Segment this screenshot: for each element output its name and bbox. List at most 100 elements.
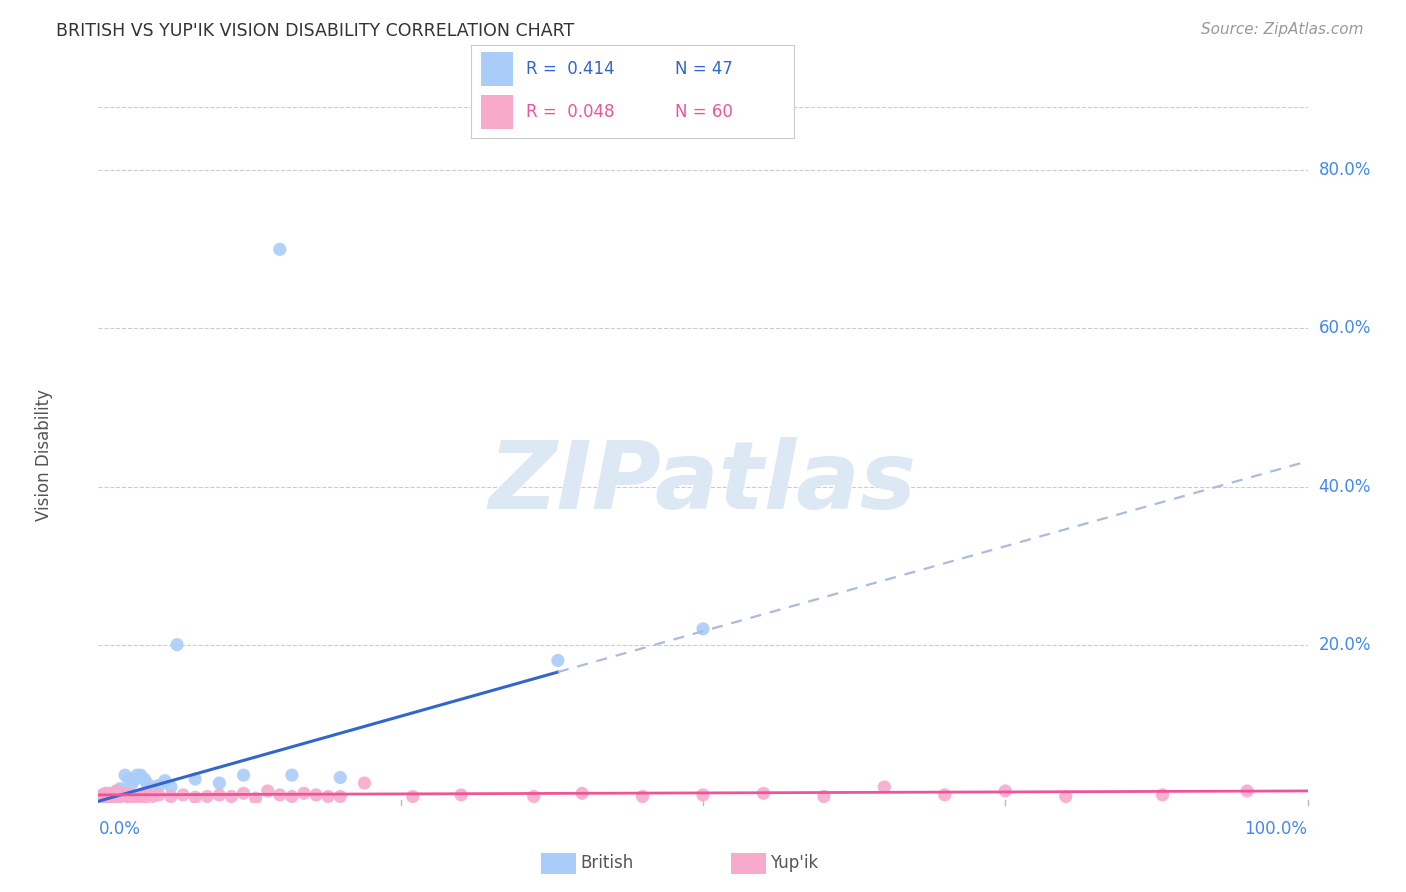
- Point: [104, 788, 127, 802]
- Point: [127, 768, 149, 782]
- Text: R =  0.414: R = 0.414: [526, 60, 614, 78]
- Point: [160, 789, 183, 804]
- Point: [105, 784, 128, 798]
- Point: [100, 788, 122, 802]
- Point: [631, 789, 654, 804]
- Point: [108, 789, 131, 804]
- Point: [97, 791, 120, 805]
- Point: [129, 768, 152, 782]
- Point: [118, 791, 141, 805]
- Point: [97, 788, 120, 802]
- Text: N = 60: N = 60: [675, 103, 733, 121]
- Point: [692, 788, 714, 802]
- Point: [994, 784, 1017, 798]
- Point: [100, 790, 122, 805]
- Point: [100, 788, 122, 802]
- Point: [281, 768, 304, 782]
- Point: [571, 786, 593, 800]
- Point: [91, 788, 114, 802]
- Point: [256, 784, 278, 798]
- Point: [91, 789, 114, 804]
- Point: [195, 789, 218, 804]
- Point: [91, 791, 114, 805]
- Point: [934, 788, 956, 802]
- Point: [101, 789, 124, 804]
- Point: [166, 638, 188, 652]
- Point: [127, 790, 149, 805]
- Point: [96, 789, 118, 804]
- Point: [117, 789, 139, 804]
- Point: [105, 788, 128, 802]
- FancyBboxPatch shape: [481, 52, 513, 86]
- Point: [104, 786, 127, 800]
- Point: [1054, 789, 1077, 804]
- Text: N = 47: N = 47: [675, 60, 733, 78]
- Point: [184, 772, 207, 786]
- Point: [98, 790, 121, 805]
- Point: [107, 790, 129, 805]
- Text: R =  0.048: R = 0.048: [526, 103, 614, 121]
- Point: [142, 789, 165, 804]
- Point: [91, 792, 114, 806]
- Point: [91, 792, 114, 806]
- Point: [111, 784, 134, 798]
- Point: [100, 789, 122, 804]
- Point: [103, 789, 125, 804]
- Point: [184, 790, 207, 805]
- Text: 20.0%: 20.0%: [1319, 636, 1371, 654]
- Point: [232, 768, 254, 782]
- Point: [752, 786, 775, 800]
- Point: [305, 788, 328, 802]
- Point: [547, 653, 569, 667]
- Point: [93, 788, 115, 802]
- Text: 100.0%: 100.0%: [1244, 821, 1308, 838]
- Point: [402, 789, 425, 804]
- Point: [148, 778, 170, 792]
- Point: [121, 788, 143, 802]
- Point: [281, 789, 304, 804]
- Text: Vision Disability: Vision Disability: [35, 389, 53, 521]
- Point: [111, 788, 134, 802]
- Point: [692, 622, 714, 636]
- Point: [450, 788, 472, 802]
- Point: [873, 780, 896, 794]
- Point: [96, 789, 118, 804]
- Text: Yup'ik: Yup'ik: [770, 855, 818, 872]
- Point: [96, 792, 118, 806]
- Text: British: British: [581, 855, 634, 872]
- Point: [134, 791, 156, 805]
- Point: [97, 788, 120, 802]
- Text: 0.0%: 0.0%: [98, 821, 141, 838]
- Point: [269, 788, 291, 802]
- Point: [208, 788, 231, 802]
- Point: [93, 791, 115, 805]
- Point: [292, 786, 315, 800]
- Point: [232, 786, 254, 800]
- Point: [107, 786, 129, 800]
- Point: [1152, 788, 1174, 802]
- Point: [91, 792, 114, 806]
- Point: [523, 789, 546, 804]
- Point: [90, 789, 112, 804]
- Point: [124, 789, 146, 804]
- Point: [269, 243, 291, 257]
- Point: [89, 791, 111, 805]
- Text: Source: ZipAtlas.com: Source: ZipAtlas.com: [1201, 22, 1364, 37]
- Point: [118, 772, 141, 786]
- Point: [135, 776, 157, 790]
- Point: [91, 790, 114, 805]
- Text: 40.0%: 40.0%: [1319, 477, 1371, 496]
- Point: [98, 790, 121, 805]
- Point: [153, 773, 176, 788]
- Point: [89, 791, 111, 805]
- Point: [134, 772, 156, 786]
- Point: [94, 791, 117, 805]
- Point: [114, 768, 136, 782]
- Point: [221, 789, 243, 804]
- Point: [105, 784, 128, 798]
- Text: 60.0%: 60.0%: [1319, 319, 1371, 337]
- FancyBboxPatch shape: [481, 95, 513, 129]
- Point: [93, 789, 115, 804]
- Point: [94, 792, 117, 806]
- Point: [121, 776, 143, 790]
